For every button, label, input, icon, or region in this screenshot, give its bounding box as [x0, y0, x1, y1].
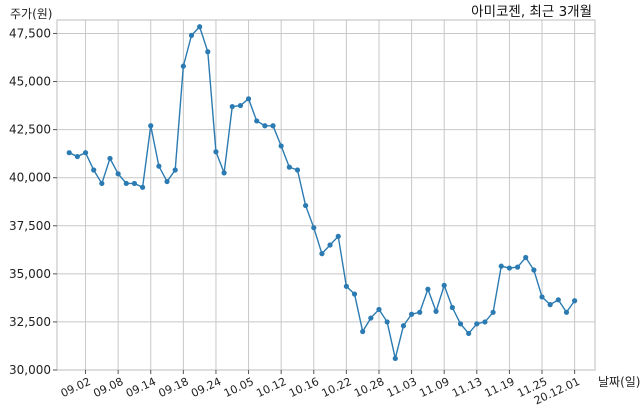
- data-point: [156, 163, 162, 169]
- data-point: [531, 267, 537, 273]
- data-point: [197, 24, 203, 30]
- data-point: [180, 63, 186, 69]
- x-tick-label: 09.02: [59, 375, 93, 400]
- data-point: [229, 103, 235, 110]
- data-point: [335, 233, 341, 239]
- data-point: [286, 164, 292, 170]
- data-point: [384, 319, 390, 325]
- data-point: [82, 150, 89, 156]
- data-point: [376, 306, 382, 313]
- data-point: [303, 202, 309, 209]
- data-point: [498, 263, 504, 269]
- y-tick-label: 42,500: [9, 123, 51, 137]
- x-tick-label: 11.19: [483, 375, 517, 400]
- x-tick-label: 11.09: [417, 375, 451, 400]
- y-axis-label: 주가(원): [10, 7, 52, 21]
- data-point: [408, 311, 415, 317]
- data-point: [270, 123, 276, 129]
- data-point: [319, 251, 325, 257]
- data-point: [474, 321, 480, 327]
- data-point: [213, 149, 219, 155]
- y-tick-label: 30,000: [9, 363, 51, 377]
- data-point: [254, 118, 260, 124]
- data-point: [441, 282, 447, 288]
- data-point: [425, 286, 431, 292]
- x-tick-label: 10.28: [352, 375, 386, 400]
- data-point: [148, 123, 154, 129]
- y-tick-label: 37,500: [9, 219, 51, 233]
- data-point: [164, 178, 170, 185]
- data-point: [506, 265, 513, 271]
- data-point: [123, 180, 129, 187]
- data-point: [278, 143, 284, 149]
- data-point: [392, 355, 398, 362]
- data-point: [99, 180, 105, 187]
- x-tick-label: 10.16: [287, 375, 321, 400]
- data-point: [400, 323, 407, 329]
- data-point: [433, 308, 439, 314]
- x-tick-label: 10.22: [320, 375, 354, 400]
- x-tick-label: 10.05: [222, 375, 256, 400]
- data-point: [66, 150, 72, 156]
- y-tick-label: 32,500: [9, 315, 51, 329]
- y-tick-label: 45,000: [9, 75, 51, 89]
- data-point: [327, 242, 333, 248]
- chart-title: 아미코젠, 최근 3개월: [471, 4, 592, 20]
- data-point: [539, 294, 545, 300]
- y-tick-label: 35,000: [9, 267, 51, 281]
- data-point: [311, 225, 317, 231]
- data-point: [547, 302, 553, 308]
- price-points: [66, 24, 578, 362]
- data-point: [343, 283, 349, 289]
- x-tick-label: 10.12: [254, 375, 288, 400]
- data-point: [457, 321, 464, 327]
- x-axis-ticks: 09.0209.0809.1409.1809.2410.0510.1210.16…: [59, 370, 582, 407]
- data-point: [115, 171, 121, 177]
- data-point: [74, 153, 80, 160]
- x-axis-label: 날짜(일): [598, 375, 640, 389]
- plot-area-frame: [56, 19, 596, 371]
- data-point: [245, 96, 252, 102]
- data-point: [482, 319, 488, 325]
- data-point: [262, 123, 268, 129]
- data-point: [360, 328, 366, 335]
- data-point: [368, 315, 374, 321]
- data-point: [523, 254, 529, 261]
- data-point: [205, 49, 211, 55]
- x-tick-label: 09.14: [124, 375, 158, 400]
- y-tick-label: 40,000: [9, 171, 51, 185]
- data-point: [139, 184, 146, 190]
- x-tick-label: 09.24: [189, 375, 223, 400]
- y-axis-ticks: 30,000 32,500 35,000 37,500 40,000 42,500 45,0…: [9, 26, 57, 377]
- x-tick-label: 09.18: [157, 375, 191, 400]
- data-point: [351, 291, 358, 297]
- data-point: [221, 170, 227, 176]
- data-point: [514, 264, 521, 270]
- data-point: [131, 180, 138, 187]
- data-point: [188, 32, 195, 38]
- data-point: [237, 102, 244, 109]
- data-point: [563, 309, 570, 315]
- price-line: [68, 25, 576, 359]
- data-point: [490, 309, 496, 315]
- x-tick-label: 09.08: [91, 375, 125, 400]
- data-point: [172, 167, 178, 173]
- data-point: [294, 167, 301, 173]
- data-point: [466, 330, 472, 337]
- data-point: [107, 155, 113, 162]
- x-tick-label: 11.13: [450, 375, 484, 400]
- grid: [57, 20, 595, 371]
- y-tick-label: 47,500: [9, 26, 51, 40]
- data-point: [572, 298, 578, 304]
- data-point: [449, 304, 455, 311]
- data-point: [417, 309, 423, 315]
- data-point: [91, 167, 97, 173]
- data-point: [555, 297, 561, 303]
- x-tick-label: 11.03: [385, 375, 419, 400]
